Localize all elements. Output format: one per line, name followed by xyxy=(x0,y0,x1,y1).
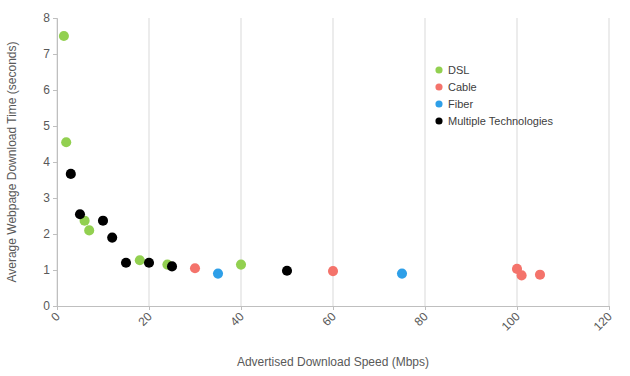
legend-entry: Cable xyxy=(435,81,476,93)
x-tick-label: 0 xyxy=(48,309,63,324)
x-tick-label: 20 xyxy=(135,309,155,329)
series xyxy=(59,31,246,270)
x-tick: 40 xyxy=(227,306,247,329)
legend-label: Fiber xyxy=(448,98,473,110)
y-tick-mark xyxy=(53,18,57,19)
y-tick: 1 xyxy=(43,263,57,277)
point xyxy=(535,270,545,280)
x-tick-label: 100 xyxy=(499,309,523,333)
legend-label: Multiple Technologies xyxy=(448,115,553,127)
legend-label: Cable xyxy=(448,81,477,93)
x-axis-title: Advertised Download Speed (Mbps) xyxy=(237,355,429,369)
y-tick: 2 xyxy=(43,227,57,241)
point xyxy=(84,225,94,235)
series xyxy=(213,269,407,279)
y-tick-label: 2 xyxy=(43,227,50,241)
point xyxy=(397,269,407,279)
y-tick-label: 5 xyxy=(43,119,50,133)
y-tick-label: 8 xyxy=(43,11,50,25)
point xyxy=(61,137,71,147)
point xyxy=(107,233,117,243)
y-tick-mark xyxy=(53,198,57,199)
x-tick: 0 xyxy=(48,306,63,324)
point xyxy=(213,269,223,279)
grid-line xyxy=(425,18,426,306)
points xyxy=(59,31,545,280)
series xyxy=(66,169,292,276)
x-tick-mark xyxy=(333,306,334,310)
x-tick-mark xyxy=(241,306,242,310)
grid-line xyxy=(609,18,610,306)
grid-line xyxy=(333,18,334,306)
y-tick: 5 xyxy=(43,119,57,133)
y-tick: 7 xyxy=(43,47,57,61)
x-tick: 100 xyxy=(499,306,523,333)
chart: 0 20 40 60 80 100 120 0 1 2 3 4 5 6 7 8 DSL Cable Fiber Mul… xyxy=(0,0,630,376)
y-tick: 3 xyxy=(43,191,57,205)
point xyxy=(66,169,76,179)
y-tick-mark xyxy=(53,90,57,91)
point xyxy=(135,255,145,265)
series xyxy=(190,263,545,280)
x-axis-line xyxy=(58,307,610,311)
x-tick: 20 xyxy=(135,306,155,329)
grid xyxy=(57,18,609,306)
x-tick-label: 40 xyxy=(227,309,247,329)
y-axis-line xyxy=(53,19,58,307)
legend-swatch xyxy=(435,117,442,124)
x-tick-mark xyxy=(609,306,610,310)
y-tick: 6 xyxy=(43,83,57,97)
x-tick: 80 xyxy=(411,306,431,329)
y-axis: 0 1 2 3 4 5 6 7 8 xyxy=(43,11,57,313)
y-tick-mark xyxy=(53,162,57,163)
x-tick-mark xyxy=(149,306,150,310)
y-tick: 8 xyxy=(43,11,57,25)
legend-entry: Fiber xyxy=(435,98,473,110)
y-tick-label: 1 xyxy=(43,263,50,277)
legend-swatch xyxy=(435,100,442,107)
y-tick-label: 0 xyxy=(43,299,50,313)
plot: 0 20 40 60 80 100 120 0 1 2 3 4 5 6 7 8 DSL Cable Fiber Mul… xyxy=(43,11,615,333)
y-axis-title: Average Webpage Download Time (seconds) xyxy=(5,41,19,282)
x-axis: 0 20 40 60 80 100 120 xyxy=(48,306,615,333)
y-tick-label: 6 xyxy=(43,83,50,97)
x-tick-mark xyxy=(425,306,426,310)
point xyxy=(144,258,154,268)
point xyxy=(121,258,131,268)
y-tick-mark xyxy=(53,306,57,307)
y-tick-mark xyxy=(53,54,57,55)
legend-entry: Multiple Technologies xyxy=(435,115,553,127)
point xyxy=(517,270,527,280)
point xyxy=(328,266,338,276)
y-tick-mark xyxy=(53,270,57,271)
x-tick: 120 xyxy=(591,306,615,333)
point xyxy=(282,266,292,276)
y-tick-label: 7 xyxy=(43,47,50,61)
grid-line xyxy=(517,18,518,306)
x-tick-mark xyxy=(517,306,518,310)
x-tick-label: 80 xyxy=(411,309,431,329)
point xyxy=(190,263,200,273)
y-tick: 0 xyxy=(43,299,57,313)
y-tick-mark xyxy=(53,126,57,127)
y-tick-label: 3 xyxy=(43,191,50,205)
legend-entry: DSL xyxy=(435,64,469,76)
x-tick-label: 60 xyxy=(319,309,339,329)
point xyxy=(236,260,246,270)
y-tick-label: 4 xyxy=(43,155,50,169)
x-tick-label: 120 xyxy=(591,309,615,333)
legend-swatch xyxy=(435,83,442,90)
point xyxy=(75,209,85,219)
point xyxy=(98,216,108,226)
y-tick-mark xyxy=(53,234,57,235)
legend-label: DSL xyxy=(448,64,469,76)
point xyxy=(167,261,177,271)
x-tick: 60 xyxy=(319,306,339,329)
y-tick: 4 xyxy=(43,155,57,169)
point xyxy=(59,31,69,41)
legend-swatch xyxy=(435,66,442,73)
legend: DSL Cable Fiber Multiple Technologies xyxy=(435,64,553,127)
